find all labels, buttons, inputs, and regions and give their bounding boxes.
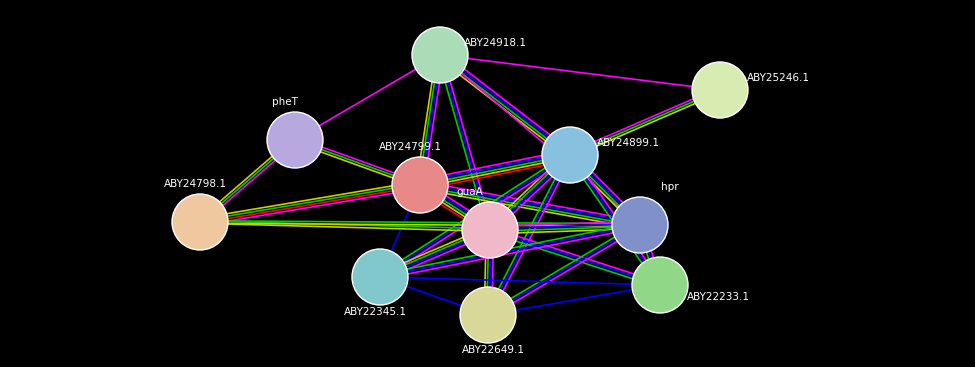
Circle shape <box>267 112 323 168</box>
Text: ABY22233.1: ABY22233.1 <box>686 292 750 302</box>
Circle shape <box>542 127 598 183</box>
Text: ABY24798.1: ABY24798.1 <box>164 179 226 189</box>
Circle shape <box>460 287 516 343</box>
Circle shape <box>172 194 228 250</box>
Circle shape <box>612 197 668 253</box>
Circle shape <box>392 157 448 213</box>
Text: ABY24899.1: ABY24899.1 <box>597 138 659 148</box>
Circle shape <box>632 257 688 313</box>
Text: ABY25246.1: ABY25246.1 <box>747 73 809 83</box>
Text: ABY22345.1: ABY22345.1 <box>343 307 407 317</box>
Circle shape <box>412 27 468 83</box>
Circle shape <box>462 202 518 258</box>
Text: ABY22649.1: ABY22649.1 <box>461 345 525 355</box>
Text: hpr: hpr <box>661 182 679 192</box>
Circle shape <box>692 62 748 118</box>
Text: guaA: guaA <box>456 187 484 197</box>
Circle shape <box>352 249 408 305</box>
Text: ABY24918.1: ABY24918.1 <box>463 38 526 48</box>
Text: pheT: pheT <box>272 97 298 107</box>
Text: ABY24799.1: ABY24799.1 <box>378 142 442 152</box>
